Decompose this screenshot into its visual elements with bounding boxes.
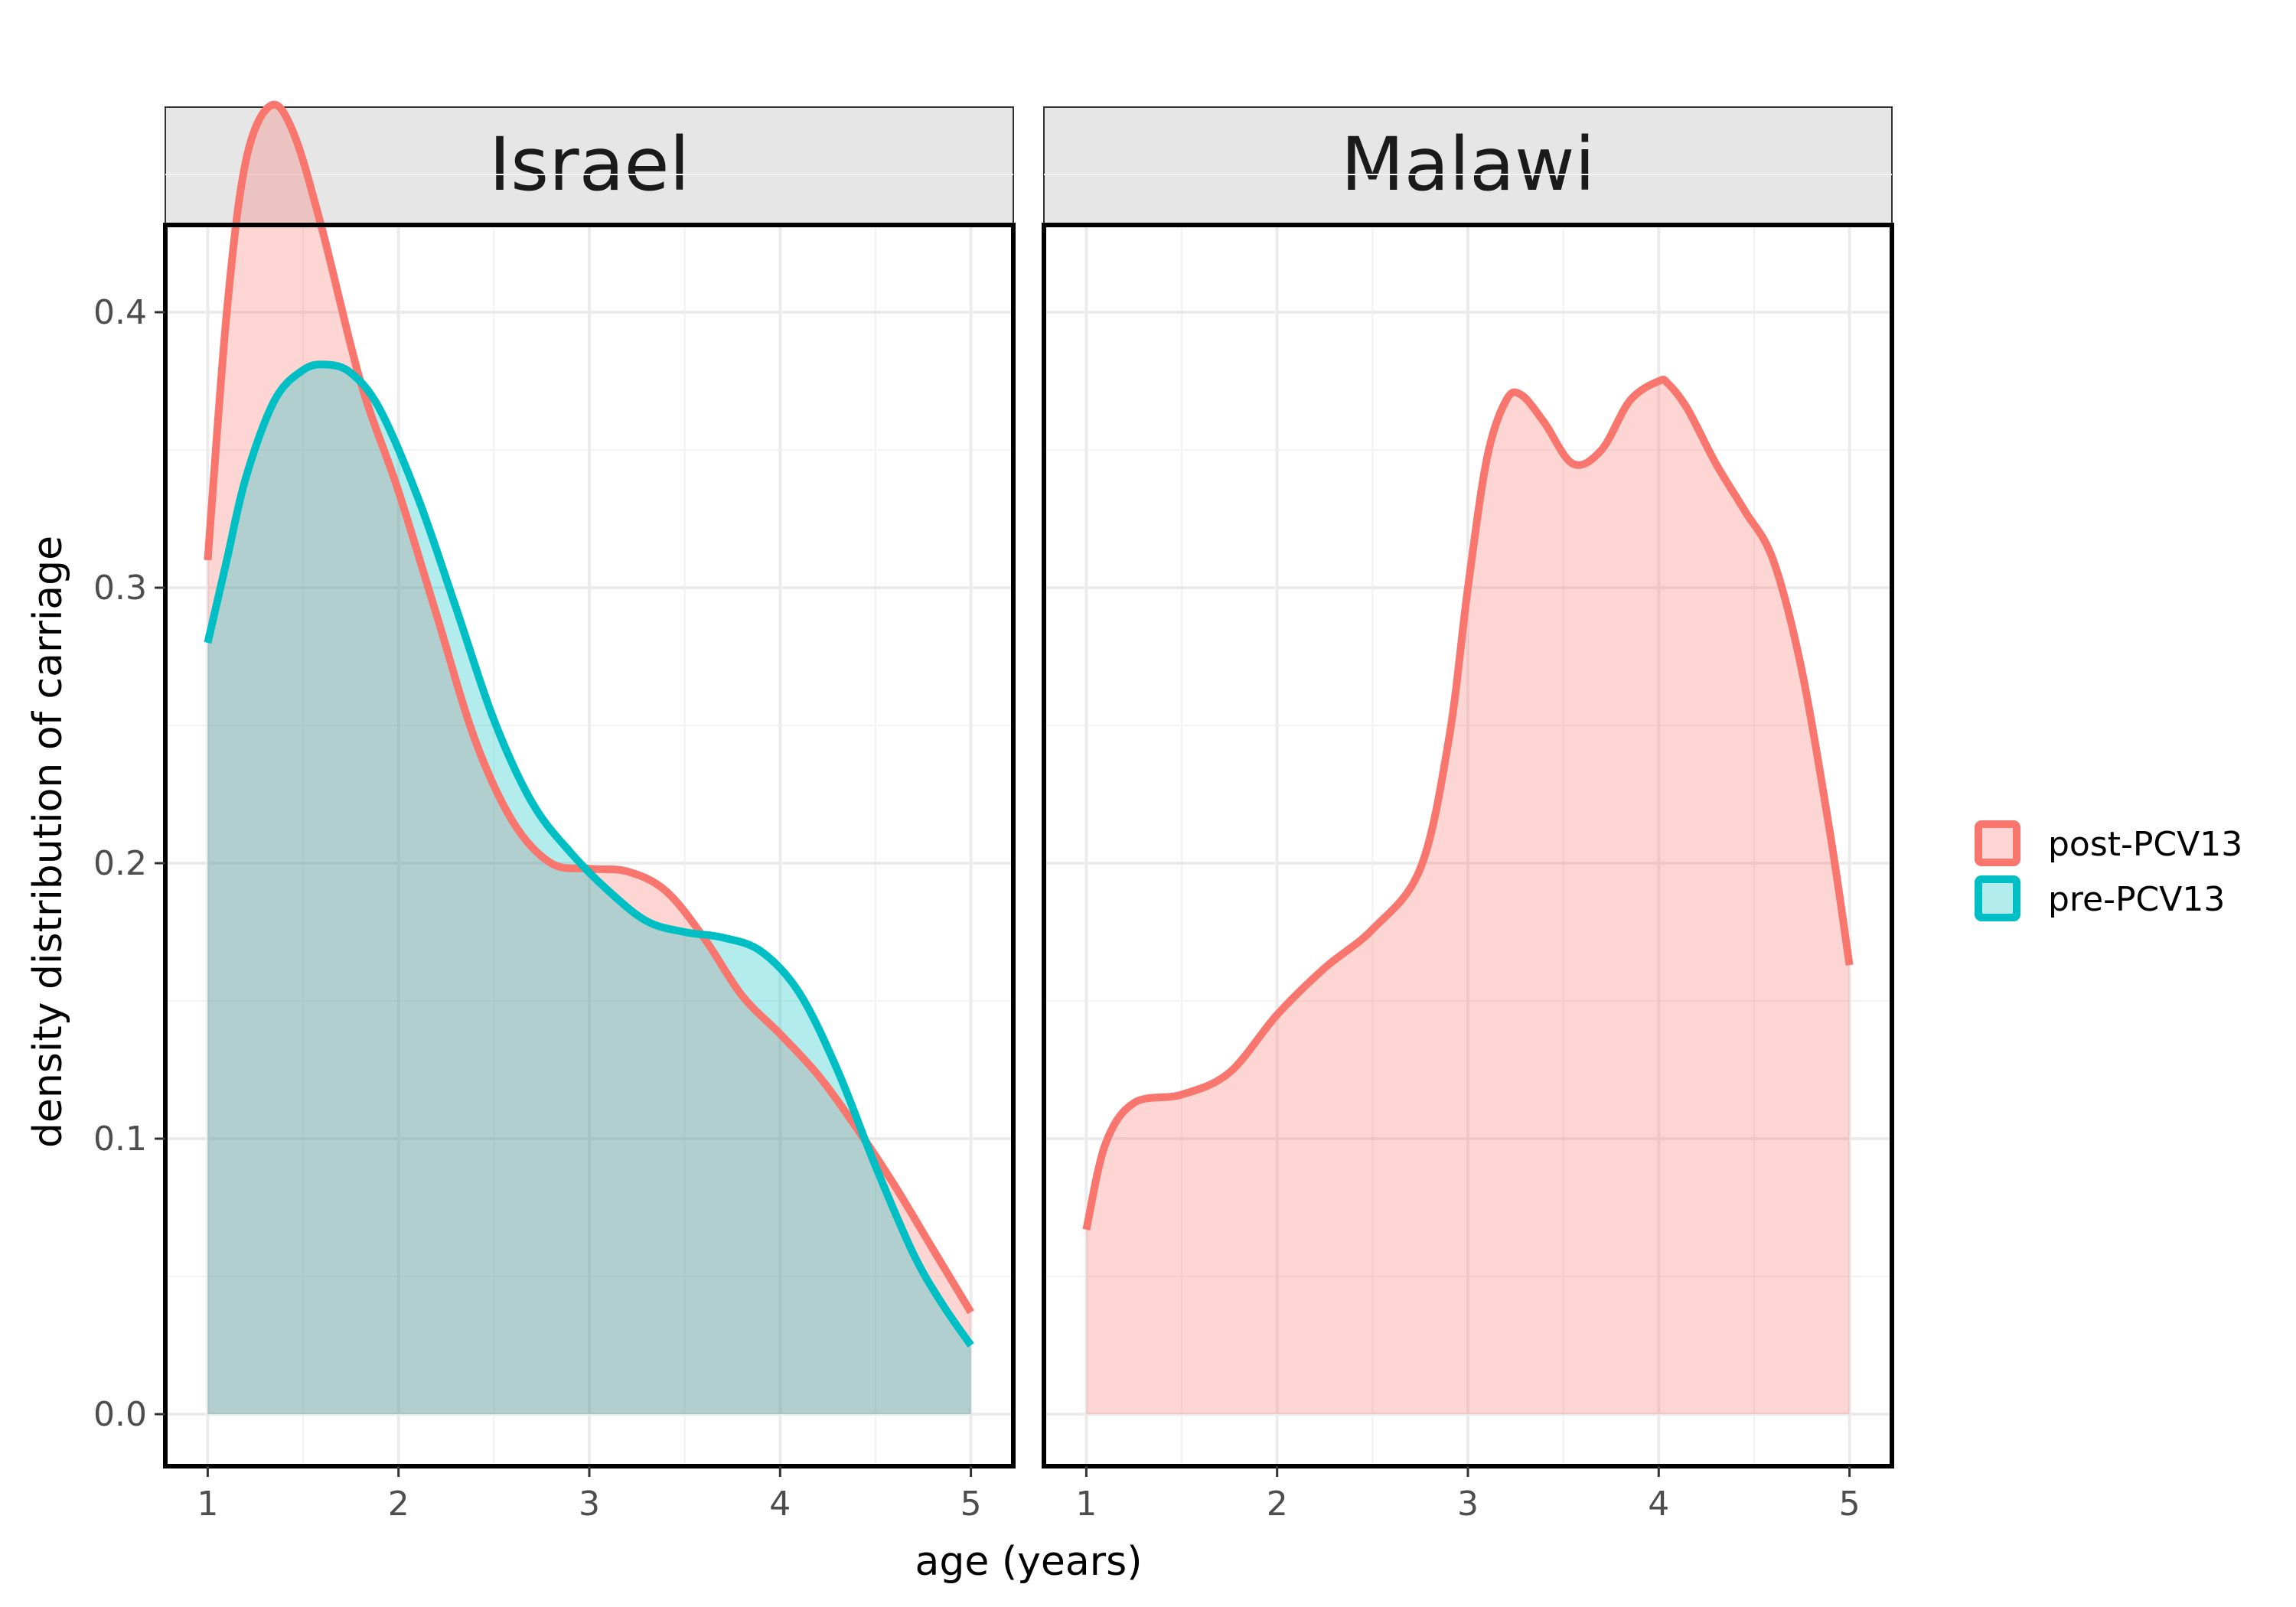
x-tick-label: 4: [1648, 1485, 1669, 1524]
legend: post-PCV13 pre-PCV13: [1975, 820, 2242, 921]
area-pre-pcv13: [207, 364, 971, 1414]
x-axis-title: age (years): [915, 1539, 1142, 1585]
panel-strip: [1043, 106, 1893, 224]
legend-item-post-pcv13: post-PCV13: [1975, 820, 2242, 866]
panel-israel: Israel 1 2 3 4 5 0.0 0.1 0.2 0.3 0.4: [93, 100, 1016, 1524]
x-tick-label: 5: [1839, 1485, 1861, 1524]
y-tick-label: 0.3: [93, 569, 147, 608]
line-pre-pcv13: [204, 360, 974, 1348]
legend-label: post-PCV13: [2048, 825, 2242, 864]
line-post-pcv13: [204, 100, 974, 1315]
y-tick-label: 0.2: [93, 844, 147, 883]
area-post-pcv13: [207, 104, 971, 1414]
panel-malawi: Malawi 1 2 3 4 5: [1042, 106, 1894, 1524]
panels-layer: Israel 1 2 3 4 5 0.0 0.1 0.2 0.3 0.4 Malawi 1 2 3 4 5: [93, 100, 1894, 1524]
x-tick-label: 3: [1457, 1485, 1479, 1524]
x-tick-label: 3: [579, 1485, 600, 1524]
x-tick-label: 4: [769, 1485, 791, 1524]
y-tick-label: 0.1: [93, 1120, 147, 1159]
legend-item-pre-pcv13: pre-PCV13: [1975, 875, 2225, 921]
legend-label: pre-PCV13: [2048, 880, 2225, 919]
x-tick-label: 2: [388, 1485, 409, 1524]
line-post-pcv13: [1082, 376, 1854, 1231]
legend-swatch: [1975, 875, 2020, 921]
panel-strip-title: Israel: [489, 122, 690, 207]
x-tick-label: 1: [1075, 1485, 1097, 1524]
x-tick-label: 2: [1267, 1485, 1288, 1524]
panel-strip-title: Malawi: [1341, 122, 1595, 207]
y-tick-label: 0.4: [93, 293, 147, 332]
x-tick-label: 1: [197, 1485, 218, 1524]
legend-swatch: [1975, 820, 2020, 866]
x-tick-label: 5: [960, 1485, 982, 1524]
area-post-pcv13: [1086, 379, 1850, 1415]
y-tick-label: 0.0: [93, 1395, 147, 1434]
y-axis-title: density distribution of carriage: [25, 536, 71, 1148]
